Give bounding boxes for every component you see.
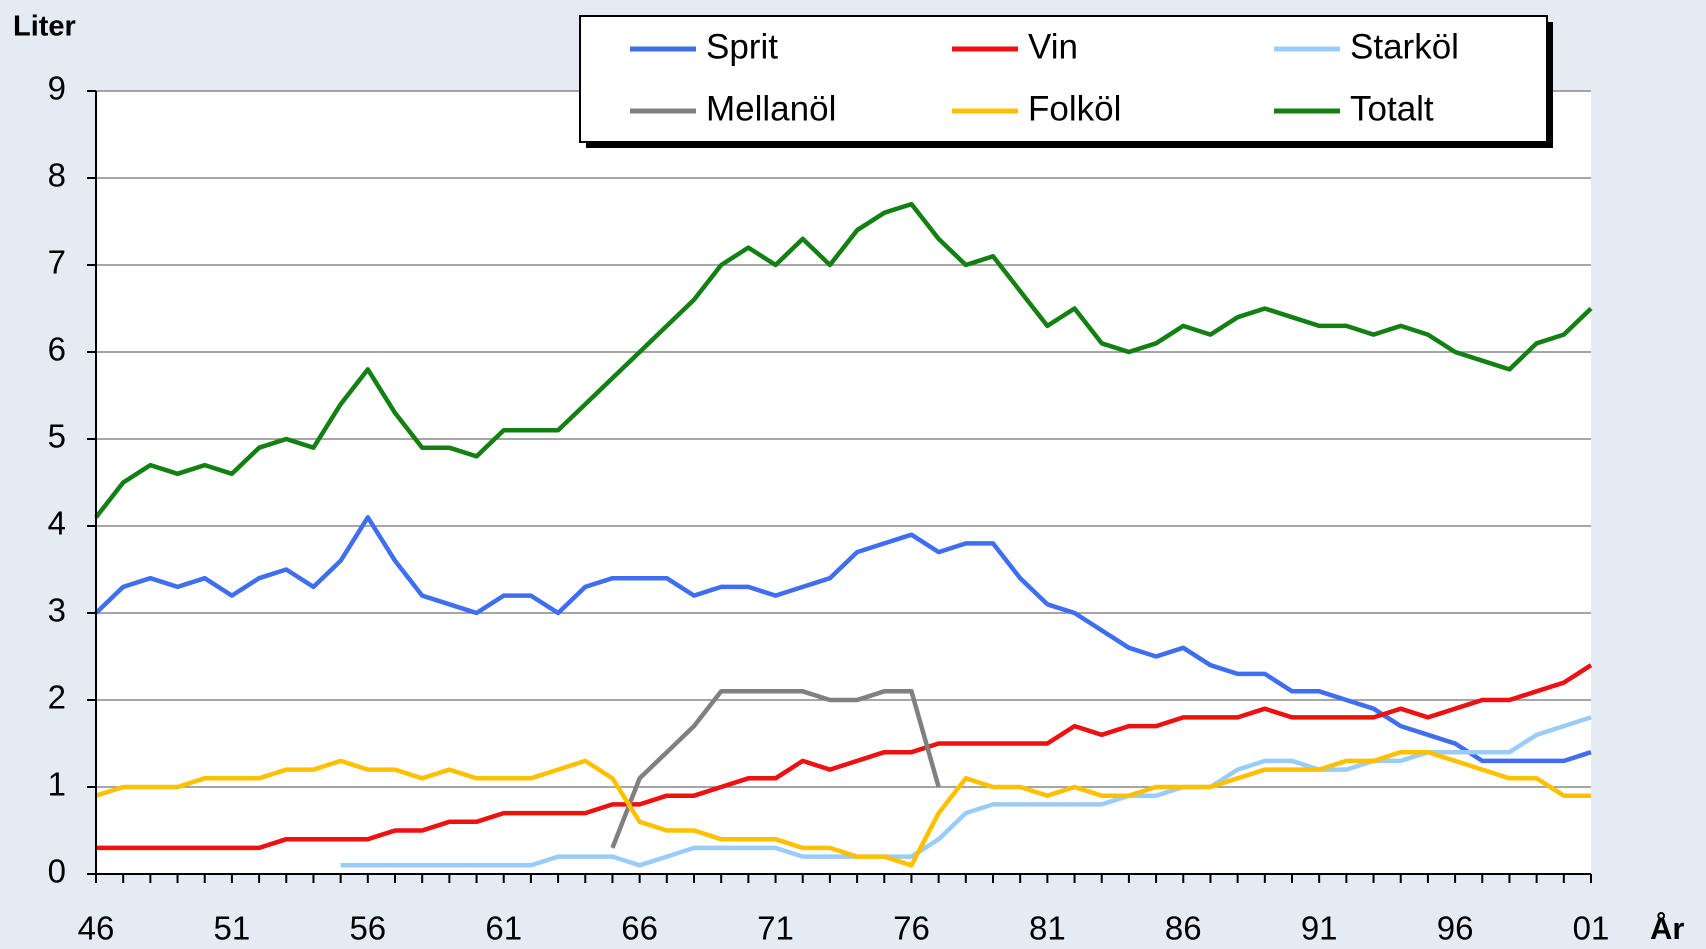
x-tick-label: 81 xyxy=(1029,910,1066,947)
y-tick-label: 3 xyxy=(48,592,66,629)
y-tick-label: 0 xyxy=(48,853,66,890)
legend-label: Vin xyxy=(1028,27,1078,66)
x-tick-label: 91 xyxy=(1301,910,1338,947)
y-tick-label: 7 xyxy=(48,244,66,281)
legend-label: Folköl xyxy=(1028,89,1121,128)
x-tick-label: 96 xyxy=(1437,910,1474,947)
legend-label: Totalt xyxy=(1350,89,1434,128)
y-tick-label: 4 xyxy=(48,505,66,542)
x-tick-label: 66 xyxy=(621,910,658,947)
y-tick-label: 9 xyxy=(48,70,66,107)
x-axis-label: År xyxy=(1650,911,1684,946)
legend-label: Sprit xyxy=(706,27,778,66)
series-line xyxy=(96,663,1593,851)
y-tick-label: 1 xyxy=(48,766,66,803)
series-line xyxy=(610,689,941,849)
x-tick-label: 86 xyxy=(1165,910,1202,947)
y-tick-label: 2 xyxy=(48,679,66,716)
legend: Sprit Vin Starköl Mellanöl Folköl Totalt xyxy=(579,15,1553,148)
series-line xyxy=(94,515,1592,764)
series-line xyxy=(340,715,1592,868)
legend-label: Starköl xyxy=(1350,27,1459,66)
y-axis-label: Liter xyxy=(13,11,76,43)
plot-area xyxy=(96,91,1591,874)
y-tick-label: 8 xyxy=(48,157,66,194)
lines xyxy=(94,201,1593,868)
x-tick-label: 01 xyxy=(1573,910,1610,947)
legend-box xyxy=(579,15,1548,143)
x-tick-label: 76 xyxy=(893,910,930,947)
y-tick-label: 6 xyxy=(48,331,66,368)
y-tick-label: 5 xyxy=(48,418,66,455)
series-line xyxy=(95,749,1591,868)
x-tick-label: 71 xyxy=(757,910,794,947)
legend-label: Mellanöl xyxy=(706,89,836,128)
x-tick-label: 61 xyxy=(485,910,522,947)
x-tick-label: 46 xyxy=(78,910,115,947)
x-tick-label: 56 xyxy=(349,910,386,947)
x-tick-label: 51 xyxy=(214,910,251,947)
series-line xyxy=(94,201,1593,519)
